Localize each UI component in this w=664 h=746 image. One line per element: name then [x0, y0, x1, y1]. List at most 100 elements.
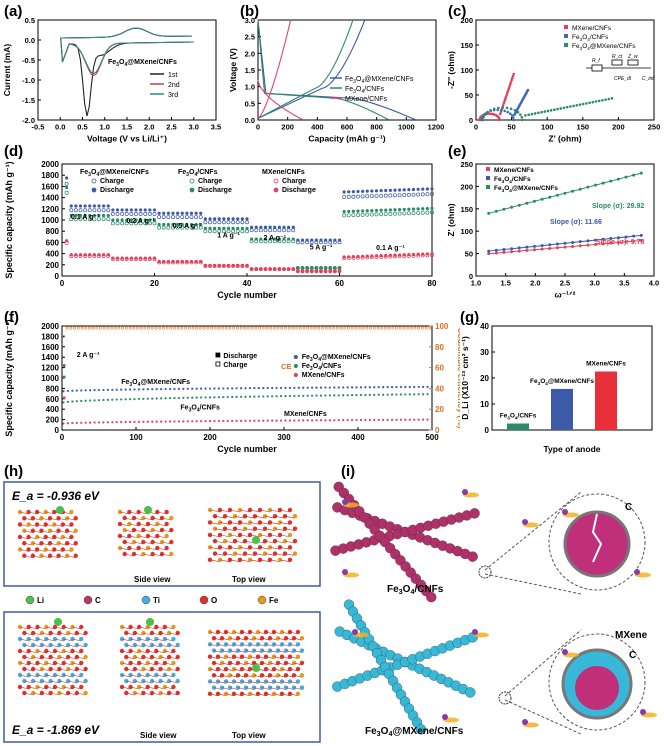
x-axis-label: Voltage (V vs Li/Li⁺) — [87, 134, 167, 144]
rate-discharge-point — [152, 218, 157, 222]
y-tick-label: 1600 — [41, 182, 59, 191]
cycle-point — [417, 385, 420, 389]
cycle-point — [395, 393, 398, 396]
panel-label-i: (i) — [341, 463, 355, 480]
cycle-point — [404, 393, 407, 396]
rate-discharge-point — [102, 204, 106, 208]
y-axis-label: Specific capacity (mAh g⁻¹) — [4, 319, 14, 436]
rate-charge-point — [69, 254, 74, 258]
rate-discharge-point — [365, 189, 369, 193]
cycle-first-point — [62, 364, 66, 367]
x-tick-label: 250 — [648, 123, 661, 132]
ce-point — [121, 326, 125, 330]
cycle-point — [306, 419, 309, 422]
rate-charge-point — [110, 257, 115, 262]
warburg-point — [548, 195, 552, 199]
atom — [299, 648, 305, 653]
x-tick-label: 4.0 — [649, 279, 659, 288]
eis-point — [506, 110, 510, 114]
y-tick-label: 100 — [460, 66, 473, 75]
rate-discharge-point — [356, 209, 360, 213]
bond — [239, 559, 251, 563]
bond — [63, 626, 73, 630]
atom — [259, 660, 265, 666]
cycle-point — [342, 419, 345, 422]
rate-discharge-point — [88, 204, 92, 208]
rate-charge-point — [365, 194, 370, 199]
rate-charge-point — [134, 221, 138, 226]
panel-c-eis-chart: (c) 0 50 100 150 200 250 0 50 100 150 200 Z' (ohm) -… — [446, 3, 661, 144]
ce-point — [176, 326, 180, 330]
bond — [234, 528, 246, 531]
rate-charge-point — [402, 211, 407, 216]
ce-point — [317, 326, 321, 330]
eis-point — [505, 106, 509, 110]
rate-discharge-point — [129, 208, 133, 212]
legend-label: Fe3O4/CNFs — [572, 34, 609, 42]
warburg-point — [578, 244, 582, 248]
cycle-point — [62, 401, 65, 404]
rate-charge-point — [69, 217, 74, 222]
y-tick-label: 1200 — [41, 364, 59, 373]
rate-discharge-point — [342, 255, 346, 259]
cycle-point — [71, 421, 74, 425]
atom — [231, 679, 237, 684]
bond — [254, 553, 266, 556]
rate-charge-point — [393, 254, 397, 259]
atom — [235, 685, 241, 690]
cycle-point — [231, 387, 234, 390]
rate-charge-point — [346, 213, 351, 218]
bond — [244, 553, 256, 556]
eis-point — [601, 98, 604, 102]
li-ion — [634, 569, 640, 575]
atom — [255, 642, 261, 647]
cycle-point — [346, 419, 349, 422]
bond — [124, 541, 135, 545]
cycle-point — [302, 386, 305, 389]
atom — [215, 654, 221, 659]
rate-charge-point — [198, 260, 203, 265]
bond — [229, 522, 241, 525]
ce-point — [62, 334, 65, 338]
rate-discharge-point — [166, 211, 170, 215]
atom — [271, 679, 277, 684]
rate-discharge-point — [83, 204, 87, 208]
cycle-point — [279, 386, 283, 390]
ce-point — [169, 326, 173, 330]
ce-point — [247, 326, 250, 330]
bond — [59, 644, 69, 648]
cycle-point — [173, 420, 176, 423]
rate-charge-point — [277, 228, 282, 233]
rate-charge-point — [69, 208, 74, 213]
rate-charge-point — [263, 228, 268, 233]
ce-point — [136, 326, 139, 330]
rate-label: 1 A g⁻¹ — [217, 232, 240, 239]
atom — [252, 551, 258, 556]
eis-point — [572, 104, 575, 108]
x-tick-label: 0 — [474, 123, 478, 132]
legend-label: Discharge — [282, 187, 316, 194]
warburg-point — [540, 247, 544, 251]
legend-marker — [91, 187, 97, 193]
cycle-point — [248, 395, 252, 398]
circuit-rct — [611, 59, 623, 66]
x-tick-label: 0 — [256, 123, 260, 132]
cycle-point — [373, 418, 376, 422]
atom-legend-marker — [257, 595, 267, 605]
rate-discharge-point — [365, 209, 369, 213]
eis-point — [524, 114, 527, 117]
warburg-point — [563, 241, 567, 245]
cycle-point — [284, 386, 287, 389]
rate-charge-point — [295, 240, 300, 245]
rate-charge-point — [92, 217, 97, 222]
rate-discharge-point — [291, 225, 295, 229]
rate-discharge-point — [194, 222, 198, 227]
atom — [299, 673, 305, 678]
cycle-point — [137, 420, 141, 423]
rate-charge-point — [272, 239, 277, 244]
rate-charge-point — [277, 267, 282, 272]
bond — [24, 668, 34, 672]
atom — [219, 673, 225, 678]
rate-charge-point — [217, 229, 222, 234]
ce-point — [424, 326, 428, 330]
